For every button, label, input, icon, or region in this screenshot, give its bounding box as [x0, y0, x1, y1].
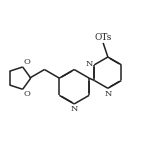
Text: N: N	[70, 105, 78, 113]
Text: O: O	[23, 90, 30, 98]
Text: OTs: OTs	[94, 33, 112, 42]
Text: N: N	[104, 90, 112, 98]
Text: N: N	[86, 60, 93, 68]
Text: O: O	[23, 58, 30, 66]
